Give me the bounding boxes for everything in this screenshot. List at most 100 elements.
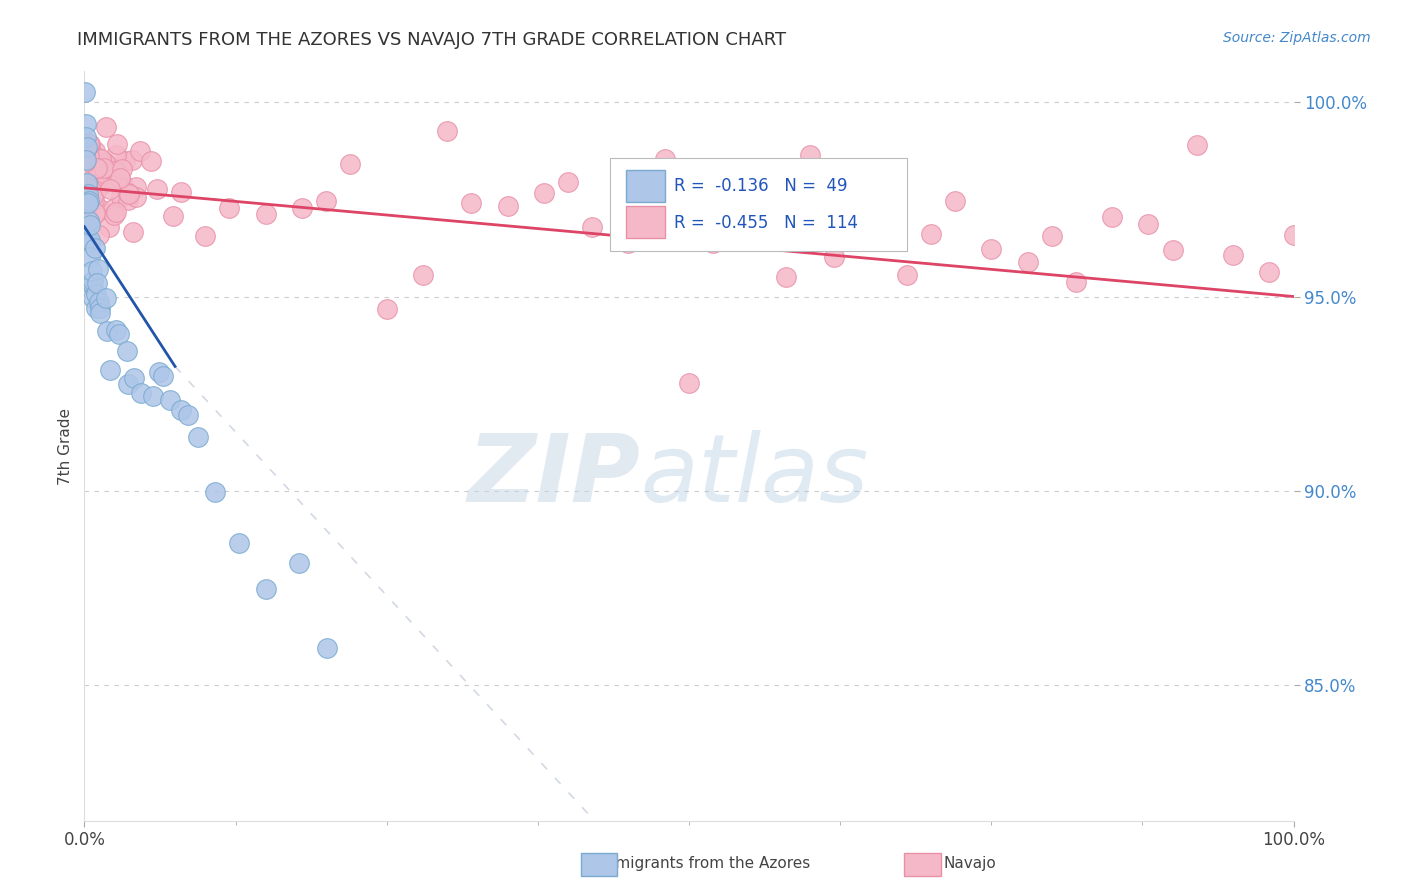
Point <box>75 153 97 167</box>
Text: ZIP: ZIP <box>468 430 641 522</box>
Text: R =  -0.455   N =  114: R = -0.455 N = 114 <box>675 214 859 232</box>
Point <box>896 268 918 282</box>
Point <box>96 291 118 305</box>
Point <box>82 189 104 203</box>
Point <box>96 324 118 338</box>
Point <box>111 161 134 176</box>
Point <box>108 171 131 186</box>
Point <box>73 211 96 226</box>
Point <box>96 157 118 171</box>
Text: R =  -0.136   N =  49: R = -0.136 N = 49 <box>675 177 848 195</box>
Point <box>159 392 181 407</box>
Point <box>204 485 226 500</box>
Point <box>142 388 165 402</box>
Point <box>103 163 125 178</box>
Point <box>76 213 98 227</box>
Point <box>194 228 217 243</box>
Point <box>1282 228 1305 243</box>
Point <box>117 343 139 358</box>
Point <box>76 153 98 167</box>
Point <box>103 209 125 223</box>
Point <box>76 195 98 210</box>
Point <box>1185 138 1208 153</box>
Point <box>83 193 105 207</box>
Text: IMMIGRANTS FROM THE AZORES VS NAVAJO 7TH GRADE CORRELATION CHART: IMMIGRANTS FROM THE AZORES VS NAVAJO 7TH… <box>77 31 786 49</box>
Point <box>125 190 148 204</box>
Point <box>315 641 337 656</box>
Point <box>859 193 882 207</box>
Point <box>1040 228 1063 243</box>
Point <box>73 160 96 174</box>
Point <box>702 236 724 251</box>
Point <box>1161 243 1184 257</box>
Point <box>98 182 121 196</box>
Point <box>84 205 107 219</box>
Point <box>77 182 100 196</box>
Point <box>80 184 103 198</box>
Point <box>75 117 97 131</box>
Point <box>315 194 337 208</box>
Text: Immigrants from the Azores: Immigrants from the Azores <box>596 856 810 871</box>
Point <box>129 145 152 159</box>
Point <box>75 146 97 161</box>
Point <box>79 149 101 163</box>
Point <box>76 179 98 194</box>
Point <box>84 144 107 158</box>
Point <box>654 152 676 166</box>
Point <box>141 153 163 168</box>
Point <box>533 186 555 201</box>
Point <box>148 365 170 379</box>
Point <box>110 190 132 204</box>
Point <box>93 154 115 169</box>
Point <box>104 323 127 337</box>
Point <box>678 376 700 390</box>
Point <box>117 186 139 201</box>
Point <box>557 175 579 189</box>
Point <box>104 147 127 161</box>
Point <box>117 377 139 392</box>
Point <box>84 301 107 315</box>
Point <box>105 177 128 191</box>
FancyBboxPatch shape <box>626 206 665 237</box>
Point <box>89 306 111 320</box>
Point <box>84 176 107 190</box>
Point <box>412 268 434 282</box>
Point <box>76 157 98 171</box>
Point <box>89 202 111 216</box>
Point <box>496 198 519 212</box>
Point <box>121 225 143 239</box>
Point <box>79 251 101 265</box>
Point <box>1101 211 1123 225</box>
Point <box>375 302 398 317</box>
Point <box>96 173 118 187</box>
Point <box>170 185 193 199</box>
Point <box>738 185 761 199</box>
Point <box>617 235 640 250</box>
Point <box>162 209 184 223</box>
Point <box>82 274 104 288</box>
Point <box>98 363 121 377</box>
Point <box>73 141 96 155</box>
Point <box>73 86 96 100</box>
Point <box>436 124 458 138</box>
Point <box>87 228 110 243</box>
Point <box>76 175 98 189</box>
Point <box>73 164 96 178</box>
Point <box>146 182 169 196</box>
Point <box>82 291 104 305</box>
Point <box>129 386 152 401</box>
Point <box>86 261 108 276</box>
Point <box>187 429 209 443</box>
Point <box>291 201 314 215</box>
Point <box>124 371 146 385</box>
Point <box>79 144 101 158</box>
Point <box>111 176 134 190</box>
Point <box>79 276 101 290</box>
Point <box>77 137 100 152</box>
Point <box>107 326 129 341</box>
Point <box>101 161 124 176</box>
Point <box>76 176 98 190</box>
Point <box>97 220 120 235</box>
Point <box>254 582 277 596</box>
Point <box>77 170 100 185</box>
